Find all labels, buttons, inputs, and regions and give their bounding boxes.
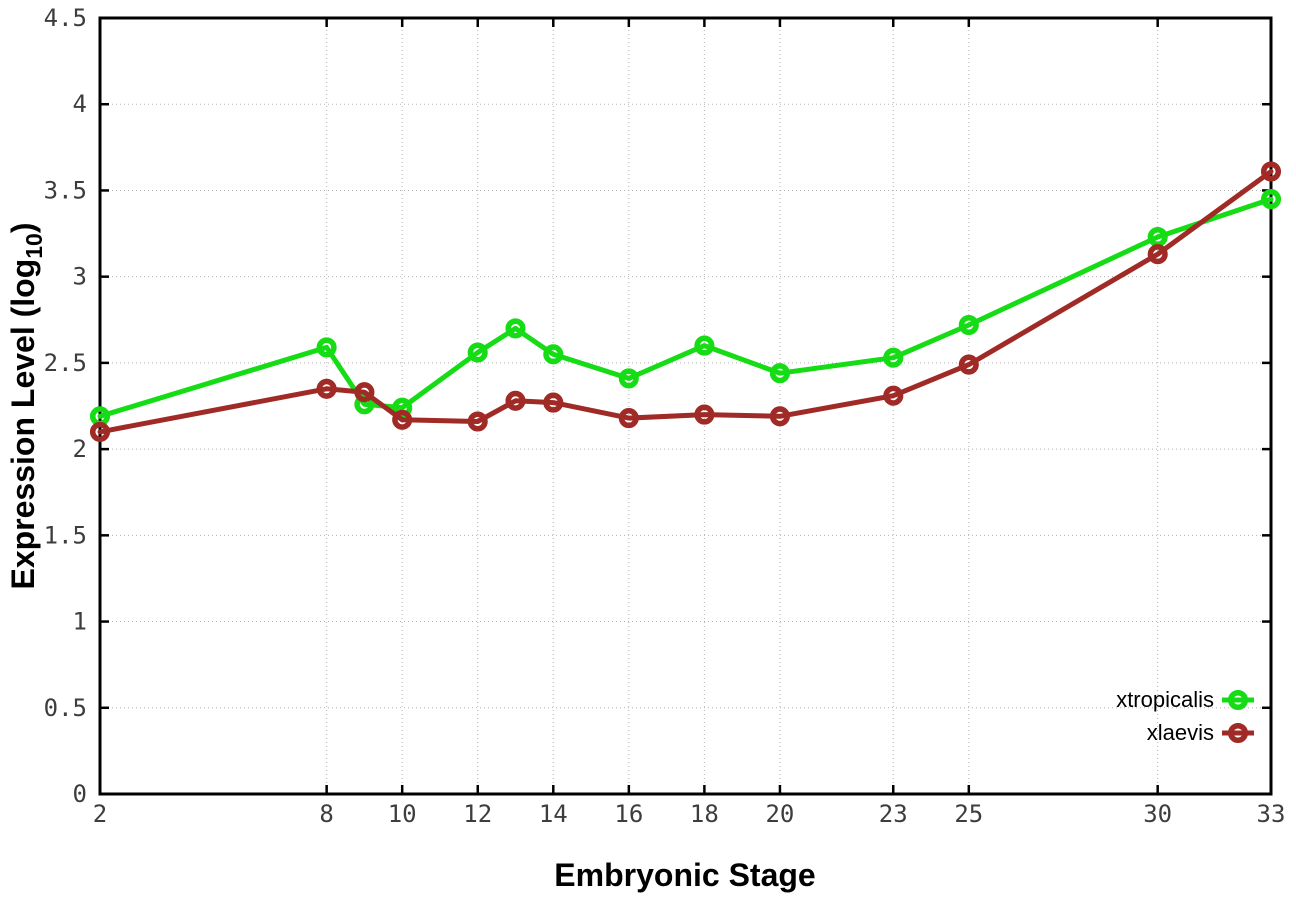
svg-text:4.5: 4.5 bbox=[44, 4, 87, 32]
series-xlaevis-point bbox=[1260, 161, 1282, 182]
svg-text:2: 2 bbox=[73, 435, 87, 463]
y-axis-title: Expression Level (log10) bbox=[5, 222, 47, 589]
series-xlaevis-point bbox=[618, 408, 639, 429]
series-xlaevis-point bbox=[883, 385, 904, 406]
svg-text:2.5: 2.5 bbox=[44, 349, 87, 377]
svg-text:1.5: 1.5 bbox=[44, 521, 87, 549]
series-xtropicalis-point bbox=[883, 347, 904, 368]
svg-text:3.5: 3.5 bbox=[44, 176, 87, 204]
x-tick-labels: 2 8 10 12 14 16 18 20 23 25 30 33 bbox=[93, 800, 1286, 828]
series-xlaevis-point bbox=[89, 421, 111, 442]
plot-border bbox=[98, 16, 1273, 796]
series-xlaevis-point bbox=[543, 392, 564, 413]
series-xlaevis-point bbox=[769, 406, 790, 427]
svg-text:12: 12 bbox=[463, 800, 492, 828]
series-xlaevis-point bbox=[467, 411, 488, 432]
series-xlaevis bbox=[89, 161, 1282, 442]
svg-text:3: 3 bbox=[73, 263, 87, 291]
svg-text:18: 18 bbox=[690, 800, 719, 828]
series-xtropicalis-point bbox=[505, 318, 526, 339]
svg-text:10: 10 bbox=[388, 800, 417, 828]
chart-generated-layers: 2 8 10 12 14 16 18 20 23 25 30 33 0 0.5 1 1.5 2 2.5 3 3.5 4 4… bbox=[44, 4, 1286, 828]
series-xlaevis-point bbox=[392, 409, 413, 430]
x-axis-title: Embryonic Stage bbox=[554, 857, 815, 893]
series-xtropicalis-point bbox=[958, 314, 979, 336]
svg-text:14: 14 bbox=[539, 800, 568, 828]
svg-text:0: 0 bbox=[73, 780, 87, 808]
series-xlaevis-point bbox=[316, 378, 337, 399]
series-xtropicalis-point bbox=[769, 363, 790, 384]
series-xtropicalis-point bbox=[694, 335, 715, 356]
series-xtropicalis bbox=[89, 189, 1282, 427]
svg-text:33: 33 bbox=[1257, 800, 1286, 828]
series-xtropicalis-line bbox=[97, 196, 1274, 419]
svg-text:20: 20 bbox=[765, 800, 794, 828]
svg-text:1: 1 bbox=[73, 608, 87, 636]
svg-text:23: 23 bbox=[879, 800, 908, 828]
svg-text:8: 8 bbox=[319, 800, 333, 828]
series-xtropicalis-point bbox=[467, 342, 488, 363]
svg-text:16: 16 bbox=[614, 800, 643, 828]
svg-text:25: 25 bbox=[954, 800, 983, 828]
legend-markers bbox=[1222, 689, 1254, 744]
svg-text:4: 4 bbox=[73, 90, 87, 118]
series-xlaevis-point bbox=[958, 354, 979, 375]
series-xlaevis-line bbox=[97, 169, 1274, 435]
series-xlaevis-point bbox=[354, 382, 375, 403]
svg-text:2: 2 bbox=[93, 800, 107, 828]
series-xlaevis-point bbox=[1147, 244, 1168, 265]
svg-text:0.5: 0.5 bbox=[44, 694, 87, 722]
series-xtropicalis-point bbox=[1260, 189, 1282, 210]
series-xtropicalis-point bbox=[316, 337, 337, 358]
y-tick-labels: 0 0.5 1 1.5 2 2.5 3 3.5 4 4.5 bbox=[44, 4, 87, 808]
axis-ticks bbox=[98, 16, 1273, 796]
series-xtropicalis-point bbox=[618, 368, 639, 389]
series-xlaevis-point bbox=[505, 390, 526, 411]
legend-label-xlaevis: xlaevis bbox=[1147, 720, 1214, 745]
svg-text:30: 30 bbox=[1143, 800, 1172, 828]
gridlines bbox=[100, 18, 1271, 794]
series-xtropicalis-point bbox=[543, 344, 564, 365]
legend-label-xtropicalis: xtropicalis bbox=[1116, 687, 1214, 712]
series-xlaevis-point bbox=[694, 404, 715, 425]
